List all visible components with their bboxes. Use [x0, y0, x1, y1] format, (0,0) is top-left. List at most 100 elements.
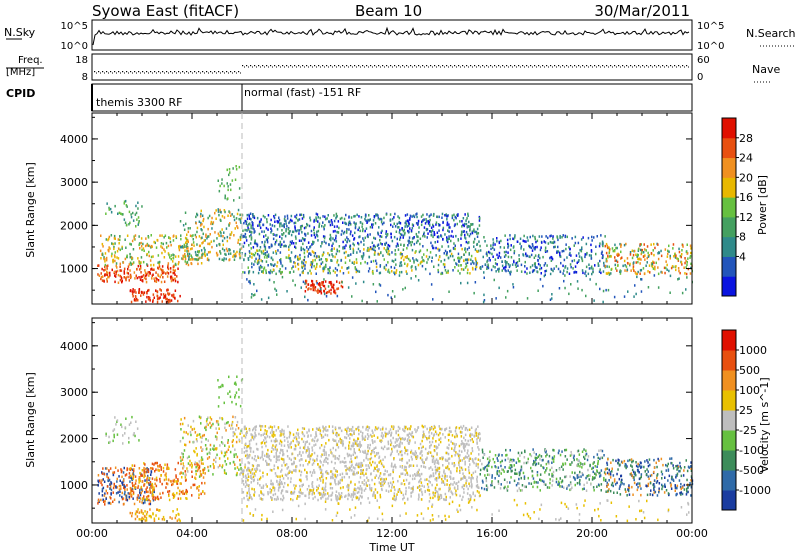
power-cell: [138, 223, 140, 226]
velocity-cell: [431, 484, 433, 487]
power-cell: [420, 261, 422, 264]
power-cell: [469, 225, 471, 228]
power-cell: [470, 259, 472, 262]
velocity-cell: [101, 479, 103, 482]
power-cell: [499, 242, 501, 245]
freq-dot: [182, 71, 183, 72]
power-cell: [411, 269, 413, 272]
power-cell: [249, 282, 251, 285]
power-cell: [136, 268, 138, 271]
power-cell: [275, 214, 277, 217]
freq-dot: [606, 65, 607, 66]
power-cell: [148, 271, 150, 274]
power-cell: [445, 250, 447, 253]
power-cell: [345, 239, 347, 242]
power-cell: [406, 270, 408, 273]
power-cell: [332, 237, 334, 240]
velocity-cell: [222, 464, 224, 467]
velocity-cell: [147, 511, 149, 514]
velocity-cell: [181, 476, 183, 479]
freq-dot: [498, 65, 499, 66]
nave-dot: [148, 73, 149, 74]
power-cell: [152, 269, 154, 272]
power-cell: [377, 232, 379, 235]
velocity-cell: [180, 463, 182, 466]
power-cell: [441, 235, 443, 238]
power-cell: [463, 268, 465, 271]
velocity-cell: [232, 416, 234, 419]
velocity-cell: [195, 473, 197, 476]
power-cell: [647, 245, 649, 248]
velocity-cell: [426, 458, 428, 461]
power-cell: [447, 221, 449, 224]
power-cell: [158, 279, 160, 282]
power-cell: [373, 219, 375, 222]
power-cell: [223, 231, 225, 234]
power-cell: [359, 270, 361, 273]
power-cell: [602, 301, 604, 304]
velocity-cell: [270, 432, 272, 435]
power-cell: [302, 243, 304, 246]
power-cell: [599, 245, 601, 248]
power-cell: [572, 260, 574, 263]
power-cell: [352, 276, 354, 279]
power-cell: [593, 236, 595, 239]
power-cell: [348, 286, 350, 289]
power-cell: [338, 220, 340, 223]
power-cell: [223, 244, 225, 247]
power-cell: [690, 245, 692, 248]
velocity-cell: [113, 487, 115, 490]
power-cell: [644, 258, 646, 261]
nsearch-tick-top: 10^5: [697, 21, 724, 32]
power-cell: [465, 259, 467, 262]
power-cell: [436, 221, 438, 224]
power-cell: [668, 270, 670, 273]
velocity-cell: [114, 471, 116, 474]
power-cell: [308, 287, 310, 290]
power-cell: [681, 261, 683, 264]
power-cell: [372, 226, 374, 229]
freq-dot: [638, 65, 639, 66]
power-cell: [567, 236, 569, 239]
power-cell: [571, 237, 573, 240]
freq-dot: [314, 65, 315, 66]
velocity-cell: [454, 487, 456, 490]
power-cell: [243, 258, 245, 261]
velocity-cell: [239, 439, 241, 442]
power-cell: [230, 183, 232, 186]
power-cell: [506, 261, 508, 264]
velocity-cell: [130, 467, 132, 470]
velocity-cell: [155, 468, 157, 471]
velocity-cell: [476, 464, 478, 467]
velocity-cell: [434, 460, 436, 463]
velocity-cell: [180, 440, 182, 443]
cpid-label: CPID: [6, 87, 35, 100]
velocity-cell: [369, 447, 371, 450]
velocity-cell: [168, 495, 170, 498]
power-cell: [248, 244, 250, 247]
power-cell: [615, 259, 617, 262]
power-cell: [249, 235, 251, 238]
power-cell: [475, 257, 477, 260]
power-cell: [273, 269, 275, 272]
velocity-cell: [137, 508, 139, 511]
power-cell: [454, 259, 456, 262]
velocity-cell: [278, 489, 280, 492]
power-cell: [204, 249, 206, 252]
velocity-cell: [436, 484, 438, 487]
power-cell: [566, 271, 568, 274]
power-cell: [112, 269, 114, 272]
power-cell: [350, 248, 352, 251]
power-cell: [392, 290, 394, 293]
power-cell: [266, 238, 268, 241]
power-cell: [537, 271, 539, 274]
power-cell: [335, 235, 337, 238]
power-cell: [448, 291, 450, 294]
velocity-cell: [194, 428, 196, 431]
power-cell: [143, 250, 145, 253]
velocity-cell: [218, 466, 220, 469]
power-cell: [382, 223, 384, 226]
velocity-cell: [349, 454, 351, 457]
velocity-cell: [187, 433, 189, 436]
power-cell: [338, 231, 340, 234]
